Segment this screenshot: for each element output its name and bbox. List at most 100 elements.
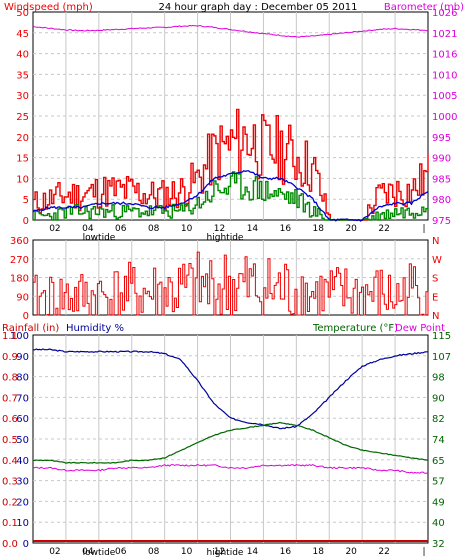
wind-average-line [32,170,429,222]
x-tick-label: 02 [49,224,60,234]
y-tick-label: 10 [16,174,29,185]
y-tick-label: 40 [16,456,29,467]
y2-tick-label: 980 [432,195,451,206]
y-tick-label: 270 [10,255,29,266]
wind-direction-line [33,251,429,316]
y2-tick-label: 49 [432,497,445,508]
y2-tick-label: 65 [432,456,445,467]
y-tick-label: 0 [23,216,29,227]
direction-ticks: 0 N 90 E 180 S 270 W 360 N [10,236,442,322]
y-tick-label: 60 [16,414,29,425]
temperature-line [32,421,429,464]
rain-tick-label: 0.5 [2,435,18,446]
chart-title: 24 hour graph day : December 05 2011 [159,2,358,13]
rain-tick-label: 1.1 [2,331,18,342]
y2-tick-label: 107 [432,352,451,363]
x-tick-label: 08 [148,547,160,557]
x-tick-label: 14 [247,547,259,557]
x-tick-label: | [422,224,425,234]
rain-tick-label: 0.8 [2,373,18,384]
wind-baro-series [32,24,429,222]
y2-tick-label: 995 [432,133,451,144]
y2-tick-label: S [432,274,438,285]
y-tick-label: 30 [16,477,29,488]
rain-tick-label: 0.6 [2,414,18,425]
y-tick-label: 20 [16,133,29,144]
y-tick-label: 45 [16,29,29,40]
temperature-axis-title: Temperature (°F) [312,323,398,334]
windspeed-axis-title: Windspeed (mph) [4,2,93,13]
y-tick-label: 5 [23,195,29,206]
y2-tick-label: E [432,292,438,303]
y-tick-label: 50 [16,8,29,19]
x-tick-label: 08 [148,224,160,234]
dewpoint-axis-title: Dew Point [395,323,445,334]
wind-baro-grid [33,12,428,220]
hightide-label-top: hightide [207,233,244,243]
y2-tick-label: 975 [432,216,451,227]
x-tick-label: 02 [49,547,60,557]
y-tick-label: 360 [10,236,29,247]
y2-tick-label: 90 [432,393,445,404]
y2-tick-label: 57 [432,477,445,488]
rain-tick-label: 0.1 [2,518,18,529]
y2-tick-label: 990 [432,154,451,165]
humidity-temp-grid [33,335,428,543]
x-tick-label: 22 [378,547,389,557]
y-tick-label: 0 [23,539,29,550]
rain-tick-label: 0.2 [2,497,18,508]
y2-tick-label: 1000 [432,112,457,123]
lowtide-label-top: lowtide [83,233,116,243]
rain-tick-label: 0.0 [2,539,18,550]
y2-tick-label: N [432,236,439,247]
y2-tick-label: 32 [432,539,445,550]
y2-tick-label: 74 [432,435,445,446]
x-tick-label: 10 [181,547,193,557]
x-tick-label: 20 [345,547,357,557]
y2-tick-label: 98 [432,373,445,384]
x-tick-label: 12 [214,224,225,234]
rain-tick-label: 0.4 [2,456,18,467]
barometer-axis-title: Barometer (mb) [384,2,464,13]
x-tick-label: | [422,547,425,557]
rainfall-axis-title: Rainfall (in) [2,323,59,334]
hightide-label-bottom: hightide [207,548,244,558]
x-tick-label: 18 [313,547,325,557]
y2-tick-label: 40 [432,518,445,529]
rain-tick-label: 0.3 [2,477,18,488]
humidity-temp-series [32,348,429,542]
y-tick-label: 70 [16,393,29,404]
direction-series [33,251,429,316]
y-tick-label: 40 [16,50,29,61]
humidity-axis-title: Humidity % [66,323,124,334]
lowtide-label-bottom: lowtide [83,548,116,558]
x-tick-label: 18 [313,224,325,234]
y-tick-label: 30 [16,91,29,102]
rain-tick-label: 0.7 [2,393,18,404]
y2-tick-label: 985 [432,174,451,185]
x-tick-label: 06 [115,547,127,557]
y-tick-label: 100 [10,331,29,342]
y-tick-label: 25 [16,112,29,123]
y2-tick-label: 1010 [432,70,457,81]
y-tick-label: 35 [16,70,29,81]
x-tick-label: 20 [345,224,357,234]
x-tick-label: 16 [280,547,292,557]
x-tick-label: 14 [247,224,259,234]
y2-tick-label: 1005 [432,91,457,102]
y2-tick-label: 115 [432,331,451,342]
humidity-line [32,348,428,430]
x-tick-label: 10 [181,224,193,234]
x-tick-label: 12 [214,547,225,557]
y2-tick-label: 1016 [432,50,457,61]
humidity-temp-ticks: 0 32 10 40 20 49 30 57 40 65 50 74 60 82 70 90 80 98 90 107… [2,331,451,557]
y2-tick-label: N [432,311,439,322]
wind-low-line [33,171,429,221]
x-tick-label: 06 [115,224,127,234]
x-tick-label: 04 [82,224,94,234]
y-tick-label: 90 [16,352,29,363]
y-tick-label: 15 [16,154,29,165]
x-tick-label: 04 [82,547,94,557]
